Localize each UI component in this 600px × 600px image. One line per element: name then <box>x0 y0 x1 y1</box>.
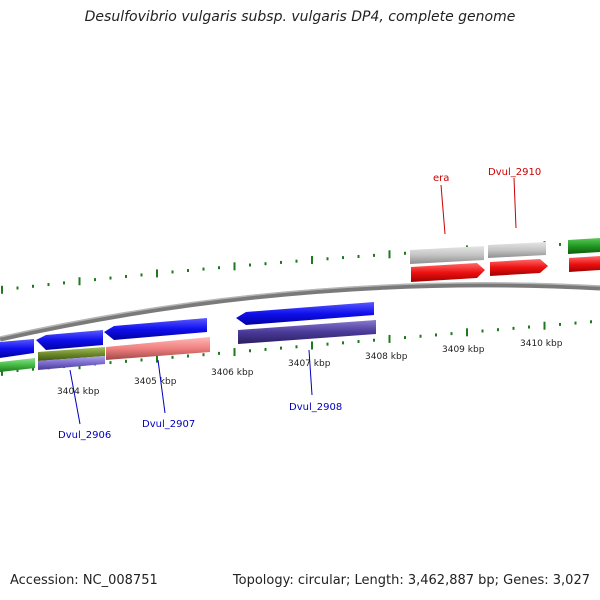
scale-label: 3409 kbp <box>442 345 485 355</box>
reverse-strand-features <box>0 302 376 372</box>
reverse-gene-bar <box>0 358 35 372</box>
reverse-gene-bar <box>106 337 210 360</box>
gene-label-era: era <box>433 173 449 184</box>
scale-label: 3406 kbp <box>211 368 254 378</box>
scale-label: 3410 kbp <box>520 339 563 349</box>
backbone-arc-highlight <box>0 282 600 338</box>
reverse-gene-bar <box>238 320 376 344</box>
leader-line <box>440 184 446 235</box>
scale-labels: 3404 kbp 3405 kbp 3406 kbp 3407 kbp 3408… <box>57 339 563 397</box>
backbone-arc <box>0 282 600 342</box>
forward-cds-arrow <box>490 259 548 276</box>
label-leader-lines <box>69 177 517 425</box>
reverse-cds-arrow <box>36 330 103 350</box>
leader-line <box>308 349 313 396</box>
reverse-gene-bar <box>38 347 105 361</box>
scale-label: 3404 kbp <box>57 387 100 397</box>
scale-label: 3405 kbp <box>134 377 177 387</box>
reverse-cds-arrow <box>0 339 34 358</box>
leader-line <box>69 369 81 425</box>
forward-gene-bar <box>410 246 484 264</box>
scale-label: 3408 kbp <box>365 352 408 362</box>
reverse-cds-arrow <box>236 302 374 325</box>
forward-gene-bar <box>568 238 600 254</box>
accession-text: Accession: NC_008751 <box>10 573 158 588</box>
map-title: Desulfovibrio vulgaris subsp. vulgaris D… <box>84 9 516 25</box>
scale-label: 3407 kbp <box>288 359 331 369</box>
topology-text: Topology: circular; Length: 3,462,887 bp… <box>232 573 590 588</box>
forward-cds-arrow <box>569 256 600 272</box>
gene-label-dvul-2910: Dvul_2910 <box>488 167 541 178</box>
leader-line <box>157 359 166 414</box>
forward-gene-bar <box>488 242 546 258</box>
gene-labels: era Dvul_2910 Dvul_2906 Dvul_2907 Dvul_2… <box>58 167 541 441</box>
forward-cds-arrow <box>411 263 485 282</box>
reverse-cds-arrow <box>104 318 207 340</box>
leader-line <box>513 177 517 229</box>
gene-label-dvul-2907: Dvul_2907 <box>142 419 195 430</box>
gene-label-dvul-2908: Dvul_2908 <box>289 402 342 413</box>
gene-label-dvul-2906: Dvul_2906 <box>58 430 111 441</box>
forward-strand-features <box>410 238 600 282</box>
reverse-gene-bar <box>38 356 105 370</box>
